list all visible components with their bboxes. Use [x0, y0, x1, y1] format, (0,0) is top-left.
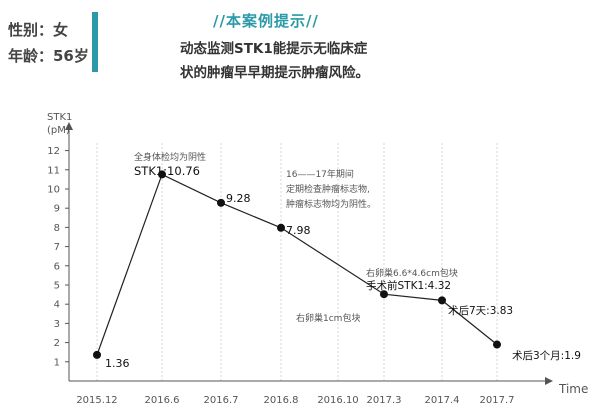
data-point — [158, 170, 166, 179]
y-tick-label: 10 — [47, 185, 60, 196]
x-tick-label: 2017.4 — [425, 395, 460, 406]
chart-annotation: 定期检查肿瘤标志物, — [286, 183, 370, 195]
y-tick-label: 11 — [47, 165, 60, 176]
case-description-line: 状的肿瘤早早期提示肿瘤风险。 — [180, 65, 369, 81]
y-tick-label: 2 — [54, 338, 60, 349]
data-point — [217, 198, 225, 207]
y-tick-label: 6 — [54, 261, 60, 272]
data-point — [277, 223, 285, 232]
case-description-line: 动态监测STK1能提示无临床症 — [180, 41, 368, 57]
data-point — [493, 340, 501, 349]
y-tick-label: 12 — [47, 146, 60, 157]
patient-info: 性别：女 年龄：56岁 — [8, 17, 89, 69]
data-label: 9.28 — [226, 192, 251, 205]
y-tick-label: 8 — [54, 223, 60, 234]
y-tick-label: 4 — [54, 300, 60, 311]
y-axis-unit: (pM) — [47, 125, 70, 136]
x-tick-label: 2016.6 — [145, 395, 180, 406]
y-tick-label: 7 — [54, 242, 60, 253]
data-point — [93, 350, 101, 359]
y-tick-label: 9 — [54, 204, 60, 215]
chart-annotation: 右卵巢6.6*4.6cm包块 — [366, 267, 458, 279]
x-axis-label: Time — [558, 382, 588, 396]
data-label: 术后7天:3.83 — [448, 305, 513, 317]
patient-age: 年龄：56岁 — [8, 47, 89, 65]
x-tick-label: 2015.12 — [76, 395, 117, 406]
x-tick-label: 2017.7 — [480, 395, 515, 406]
x-tick-label: 2016.8 — [264, 395, 299, 406]
data-label: 手术前STK1:4.32 — [366, 279, 451, 292]
data-label: STK1:10.76 — [134, 164, 200, 178]
case-title: //本案例提示// — [213, 12, 319, 30]
x-tick-label: 2016.10 — [317, 395, 358, 406]
y-axis-arrow — [65, 122, 73, 130]
data-point — [438, 296, 446, 305]
chart-annotation: 全身体检均为阴性 — [134, 151, 206, 163]
y-axis-label: STK1 — [47, 112, 72, 123]
x-tick-label: 2017.3 — [367, 395, 402, 406]
x-tick-label: 2016.7 — [204, 395, 239, 406]
data-label: 1.36 — [105, 357, 130, 370]
x-axis-arrow — [545, 377, 553, 385]
data-label: 7.98 — [286, 224, 311, 237]
chart-annotation: 右卵巢1cm包块 — [296, 312, 360, 324]
y-tick-label: 3 — [54, 319, 60, 330]
y-tick-label: 1 — [54, 357, 60, 368]
y-tick-label: 5 — [54, 281, 60, 292]
chart-annotation: 16——17年期间 — [286, 168, 354, 180]
case-description: 动态监测STK1能提示无临床症 状的肿瘤早早期提示肿瘤风险。 — [180, 37, 369, 85]
data-label: 术后3个月:1.9 — [512, 350, 581, 362]
patient-gender: 性别：女 — [8, 21, 69, 39]
chart-annotation: 肿瘤标志物均为阴性。 — [286, 198, 376, 210]
data-point — [380, 290, 388, 299]
accent-divider — [92, 12, 98, 72]
